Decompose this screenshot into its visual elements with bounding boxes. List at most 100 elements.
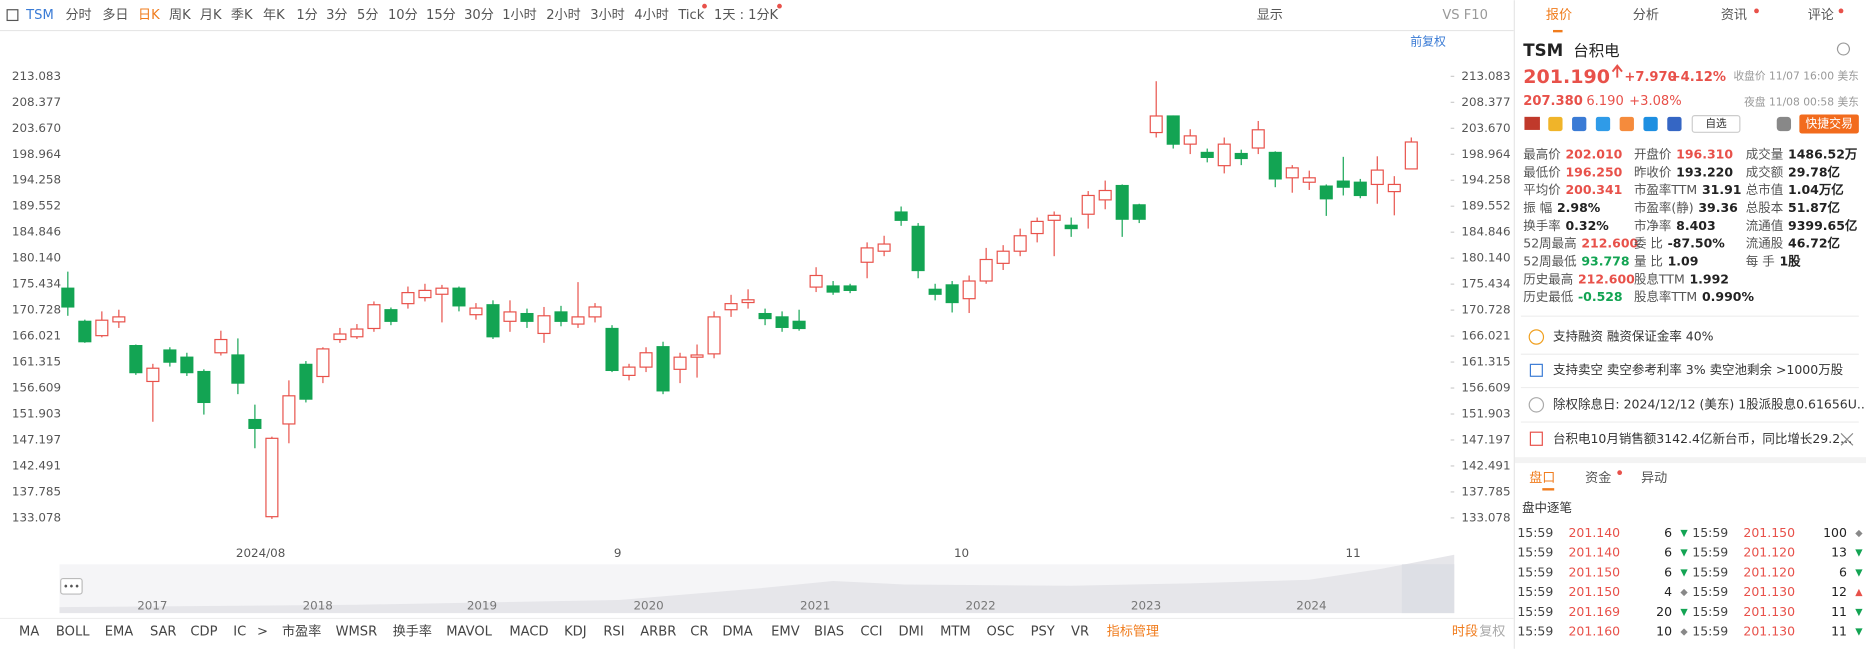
toolbar-button[interactable]: 显示: [1257, 8, 1283, 23]
candle-body: [333, 333, 347, 341]
indicator[interactable]: OSC: [987, 625, 1015, 640]
close-icon[interactable]: [1840, 432, 1854, 446]
sub-tab[interactable]: 资金: [1585, 470, 1611, 486]
indicator[interactable]: IC: [233, 625, 246, 640]
indicator[interactable]: WMSR: [336, 625, 378, 640]
timeframe[interactable]: 15分: [426, 7, 456, 23]
timeframe[interactable]: 3小时: [590, 7, 624, 23]
timeframe[interactable]: 月K: [200, 8, 222, 23]
indicator[interactable]: BIAS: [814, 625, 844, 640]
timeframe[interactable]: 季K: [231, 7, 253, 23]
watch-button[interactable]: [1691, 115, 1741, 133]
watch-label[interactable]: 自选: [1705, 117, 1727, 130]
trade-label[interactable]: 快捷交易: [1805, 116, 1853, 130]
indicator[interactable]: ARBR: [640, 625, 676, 640]
toolbar-button[interactable]: VS: [1442, 8, 1459, 23]
indicator[interactable]: 市盈率: [282, 623, 321, 640]
indicator[interactable]: BOLL: [56, 625, 90, 640]
indicator[interactable]: MAVOL: [446, 625, 492, 640]
bell-icon[interactable]: [1776, 116, 1792, 132]
candle-body: [741, 299, 755, 304]
indicator[interactable]: MACD: [509, 625, 548, 640]
indicator[interactable]: EMV: [771, 625, 800, 640]
trade-volume: 10: [1656, 624, 1672, 639]
timeframe[interactable]: 30分: [464, 7, 494, 23]
icon[interactable]: [1619, 116, 1634, 132]
price: 201.190: [1523, 66, 1610, 88]
indicator[interactable]: 指标管理: [1107, 624, 1159, 640]
indicator[interactable]: >: [257, 625, 268, 640]
sidebar-icon[interactable]: [6, 9, 19, 22]
timeframe[interactable]: Tick: [677, 8, 704, 23]
candle-body: [197, 370, 211, 404]
timeframe[interactable]: 1天 : 1分K: [714, 7, 779, 23]
toolbar-button[interactable]: F10: [1464, 8, 1488, 23]
timeframe[interactable]: 10分: [388, 7, 418, 23]
timeframe[interactable]: 1分: [296, 7, 317, 23]
indicator[interactable]: DMA: [722, 625, 752, 640]
panel-tab[interactable]: 评论: [1808, 7, 1834, 23]
candle-body: [1183, 135, 1197, 145]
trade-direction: ▼: [1855, 548, 1863, 559]
timeframe[interactable]: 日K: [138, 8, 160, 23]
sub-tab[interactable]: 异动: [1641, 470, 1667, 486]
indicator[interactable]: SAR: [150, 625, 177, 640]
notice[interactable]: 支持卖空 卖空参考利率 3% 卖空池剩余 >1000万股: [1553, 362, 1844, 377]
icon[interactable]: [1572, 116, 1587, 132]
candle-body: [401, 292, 415, 305]
y-tick-label: 137.785: [12, 484, 61, 498]
trade-button[interactable]: [1799, 114, 1859, 134]
timeframe[interactable]: 分时: [65, 7, 91, 23]
notice[interactable]: 除权除息日: 2024/12/12 (美东) 1股派股息0.61656U...: [1553, 396, 1866, 411]
candle-body: [588, 306, 602, 318]
more-dots: •••: [63, 581, 80, 592]
indicator[interactable]: CCI: [860, 625, 882, 640]
panel-tab[interactable]: 资讯: [1721, 7, 1747, 23]
trade-direction: ▼: [1855, 627, 1863, 638]
candle-body: [418, 289, 432, 299]
settings-icon[interactable]: [1836, 42, 1850, 56]
y-tick-label: 203.670: [1461, 121, 1510, 135]
timeframe[interactable]: 多日: [102, 6, 128, 23]
candle-body: [1098, 189, 1112, 201]
timeframe[interactable]: 周K: [169, 8, 191, 23]
indicator[interactable]: RSI: [603, 625, 624, 640]
indicator[interactable]: MTM: [940, 625, 971, 640]
icon[interactable]: [1595, 116, 1611, 132]
indicator[interactable]: DMI: [898, 625, 923, 640]
more-button[interactable]: [60, 577, 83, 595]
indicator-option[interactable]: 时段: [1452, 624, 1478, 640]
indicator[interactable]: PSY: [1031, 625, 1056, 640]
adjust-mode[interactable]: 前复权: [1410, 34, 1446, 48]
indicator[interactable]: EMA: [105, 625, 134, 640]
indicator[interactable]: CR: [690, 625, 708, 640]
timeframe[interactable]: 年K: [263, 7, 285, 23]
indicator[interactable]: VR: [1071, 625, 1089, 640]
icon[interactable]: [1548, 116, 1563, 132]
timeframe[interactable]: 2小时: [546, 7, 580, 23]
notice[interactable]: 支持融资 融资保证金率 40%: [1553, 328, 1714, 343]
trade-price: 201.169: [1568, 604, 1620, 619]
candle-body: [265, 437, 279, 518]
badge: [777, 3, 782, 9]
trade-direction: ▲: [1855, 587, 1863, 598]
sub-tab[interactable]: 盘口: [1529, 469, 1555, 486]
timeframe[interactable]: 3分: [326, 7, 347, 23]
indicator[interactable]: 换手率: [393, 623, 432, 640]
indicator-option[interactable]: 复权: [1479, 623, 1505, 640]
indicator[interactable]: KDJ: [564, 625, 587, 640]
panel-tab[interactable]: 报价: [1546, 7, 1572, 23]
panel-tab[interactable]: 分析: [1633, 7, 1659, 23]
indicator[interactable]: CDP: [190, 625, 217, 640]
icon[interactable]: [1643, 116, 1658, 132]
candle-body: [112, 316, 126, 323]
stat-label: 开盘价: [1634, 146, 1672, 161]
overview-window[interactable]: [1401, 564, 1455, 614]
candle-body: [1302, 177, 1316, 183]
icon[interactable]: [1667, 116, 1682, 132]
timeframe[interactable]: 1小时: [502, 7, 536, 23]
timeframe[interactable]: 5分: [357, 7, 378, 23]
indicator[interactable]: MA: [19, 625, 39, 640]
notice[interactable]: 台积电10月销售额3142.4亿新台币，同比增长29.2...: [1553, 431, 1852, 446]
timeframe[interactable]: 4小时: [634, 7, 668, 23]
